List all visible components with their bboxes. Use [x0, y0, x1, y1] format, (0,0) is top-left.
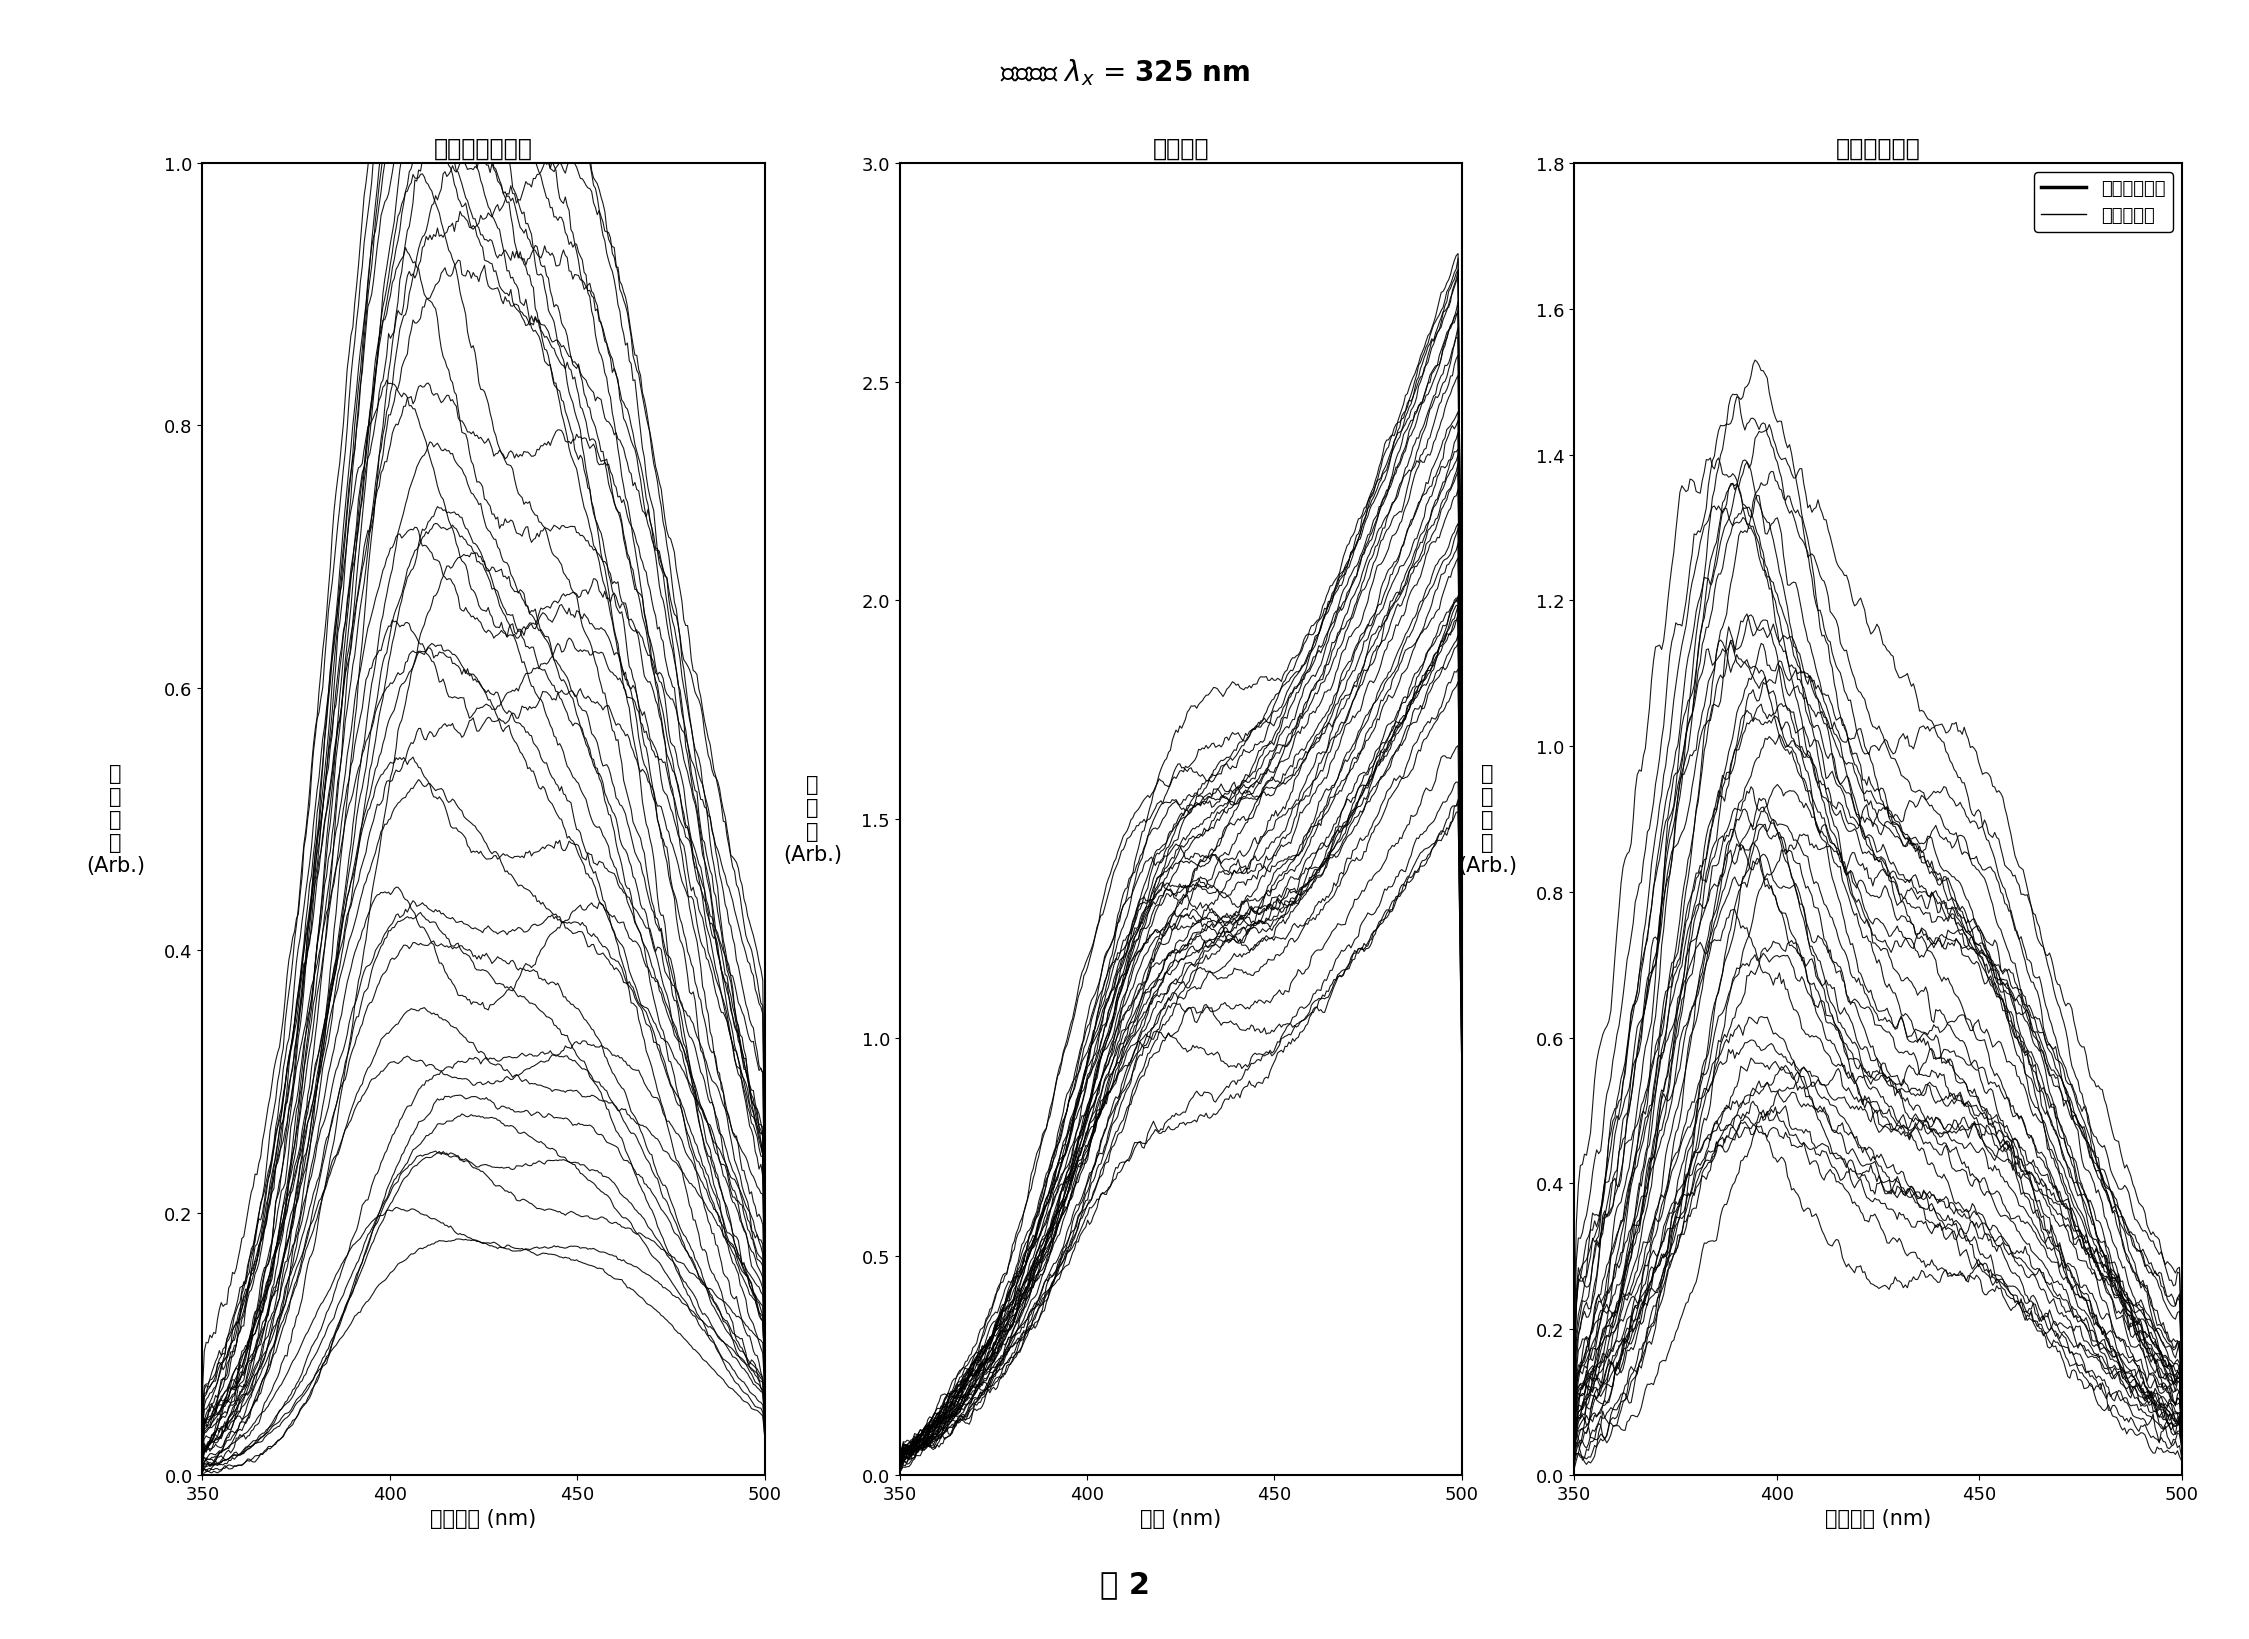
Title: 经校正的荧光: 经校正的荧光 [1835, 136, 1921, 161]
X-axis label: 发射波长 (nm): 发射波长 (nm) [1824, 1508, 1932, 1528]
Text: 发射扫描 $\lambda_x$ = $\mathbf{325\ nm}$: 发射扫描 $\lambda_x$ = $\mathbf{325\ nm}$ [999, 57, 1250, 89]
Legend: 非糖尿病患者, 糖尿病患者: 非糖尿病患者, 糖尿病患者 [2033, 174, 2173, 233]
Title: 反射光谱: 反射光谱 [1151, 136, 1210, 161]
Title: 未经校正的荧光: 未经校正的荧光 [434, 136, 533, 161]
Y-axis label: 反
射
率
(Arb.): 反 射 率 (Arb.) [783, 775, 841, 864]
X-axis label: 发射波长 (nm): 发射波长 (nm) [430, 1508, 538, 1528]
X-axis label: 波长 (nm): 波长 (nm) [1140, 1508, 1221, 1528]
Y-axis label: 校
正
强
度
(Arb.): 校 正 强 度 (Arb.) [1457, 764, 1516, 875]
Text: 图 2: 图 2 [1100, 1569, 1149, 1598]
Y-axis label: 荧
光
强
度
(Arb.): 荧 光 强 度 (Arb.) [85, 764, 146, 875]
